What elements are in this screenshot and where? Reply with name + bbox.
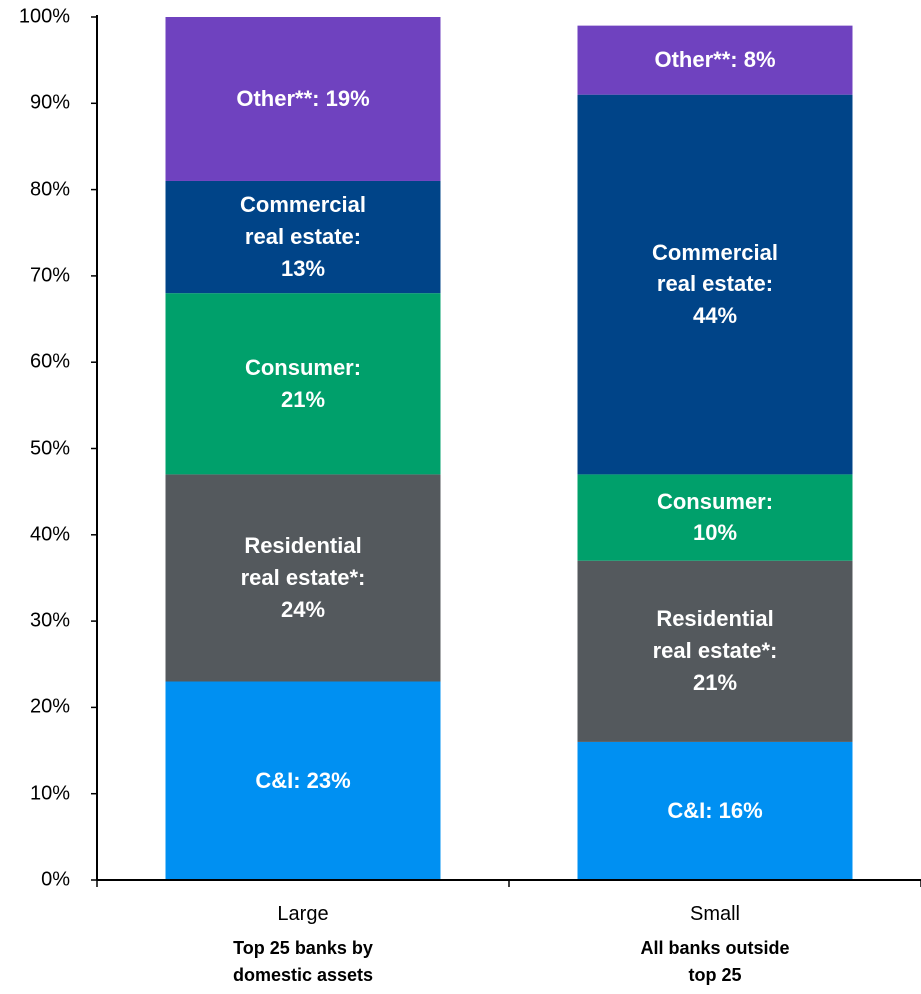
bar-segment — [165, 180, 441, 294]
y-tick-label: 30% — [29, 609, 70, 632]
y-tick-label: 70% — [29, 264, 70, 287]
y-tick-label: 100% — [18, 5, 70, 28]
y-tick-label: 60% — [29, 350, 70, 373]
data-label: Consumer: 10% — [656, 488, 774, 546]
y-tick-label: 50% — [29, 437, 70, 459]
y-tick-label: 20% — [29, 695, 70, 718]
y-tick-label: 10% — [29, 782, 70, 805]
bar-segment — [165, 17, 441, 181]
bar-segment — [165, 293, 441, 475]
y-tick-label: 0% — [41, 868, 70, 891]
data-label: Consumer: 21% — [244, 354, 362, 412]
data-label: Other**: 19% — [236, 86, 370, 112]
bar-segment — [577, 741, 853, 880]
bar-segment — [577, 94, 853, 475]
bar-segment — [577, 25, 853, 95]
data-label: C&I: 23% — [255, 767, 351, 793]
data-label: Commercial real estate: 44% — [652, 239, 778, 329]
data-label: Residential real estate*: 21% — [652, 606, 778, 696]
bar-segment — [577, 474, 853, 561]
x-tick-label: Small — [689, 903, 740, 925]
y-tick-label: 80% — [29, 178, 70, 201]
y-tick-label: 90% — [29, 91, 70, 114]
y-tick-label: 40% — [29, 523, 70, 546]
data-label: C&I: 16% — [667, 798, 763, 824]
category-subtitle: Top 25 banks by domestic assets — [232, 938, 374, 985]
data-label: Commercial real estate: 13% — [240, 192, 366, 282]
x-tick-label: Large — [277, 903, 329, 925]
bar-segment — [577, 560, 853, 742]
bar-segment — [165, 474, 441, 682]
data-label: Residential real estate*: 24% — [240, 533, 366, 622]
bar-segment — [165, 681, 441, 880]
category-subtitle: All banks outside top 25 — [640, 938, 790, 985]
data-label: Other**: 8% — [654, 47, 776, 73]
